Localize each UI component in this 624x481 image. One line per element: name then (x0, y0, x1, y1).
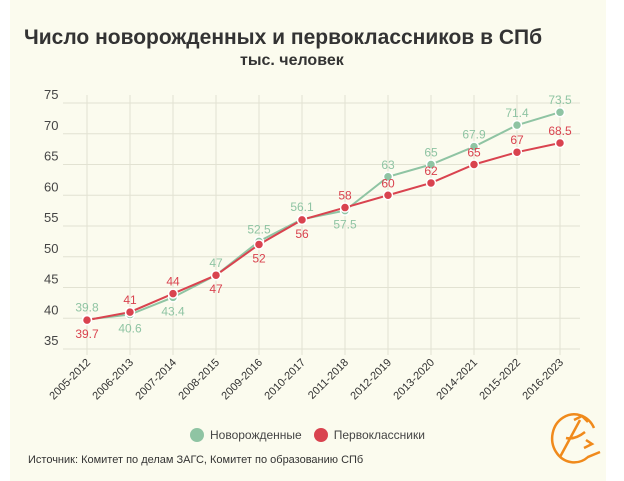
legend-label-newborns: Новорожденные (210, 428, 302, 442)
series-line (86, 141, 561, 322)
x-tick-label: 2008-2015 (176, 357, 222, 403)
x-tick-label: 2007-2014 (133, 357, 179, 403)
data-label: 71.4 (505, 106, 529, 120)
series-line (86, 111, 561, 321)
y-tick-label: 65 (44, 149, 58, 164)
data-label: 67.9 (462, 128, 486, 142)
data-label: 41 (123, 293, 137, 307)
data-point (124, 306, 136, 318)
data-point (210, 269, 222, 281)
data-point (253, 239, 265, 250)
data-label: 44 (166, 275, 180, 289)
x-tick-label: 2013-2020 (391, 357, 437, 403)
legend-label-first-graders: Первоклассники (333, 428, 425, 442)
data-point (468, 159, 480, 170)
data-label: 62 (424, 164, 438, 178)
data-point (382, 190, 394, 201)
data-label: 47 (209, 256, 223, 270)
data-label: 52 (252, 251, 266, 265)
data-label: 65 (424, 146, 438, 160)
data-label: 67 (510, 133, 524, 147)
x-tick-label: 2009-2016 (219, 357, 265, 403)
x-tick-label: 2012-2019 (348, 357, 394, 403)
data-label: 47 (209, 282, 223, 296)
source-note: Источник: Комитет по делам ЗАГС, Комитет… (28, 454, 364, 466)
x-tick-label: 2014-2021 (434, 357, 480, 403)
data-label: 40.6 (118, 322, 142, 336)
data-label: 58 (338, 189, 352, 203)
data-point (511, 119, 523, 131)
y-tick-label: 70 (44, 118, 58, 133)
x-tick-label: 2011-2018 (306, 357, 351, 402)
data-point (554, 137, 566, 149)
data-point (468, 141, 480, 152)
data-label: 39.8 (75, 300, 99, 314)
data-label: 52.5 (247, 222, 271, 236)
chart-subtitle: тыс. человек (240, 52, 344, 69)
data-label: 60 (381, 176, 395, 190)
y-tick-label: 40 (44, 302, 58, 317)
legend-marker-newborns (190, 428, 204, 442)
y-tick-label: 55 (44, 210, 58, 225)
legend-marker-first-graders (313, 428, 328, 442)
data-label: 43.4 (161, 304, 185, 318)
data-point (167, 288, 179, 299)
data-label: 68.5 (548, 124, 572, 138)
data-label: 73.5 (548, 93, 572, 107)
data-label: 57.5 (333, 218, 357, 232)
data-label: 65 (467, 146, 481, 160)
x-tick-label: 2005-2012 (47, 357, 93, 403)
data-point (339, 202, 351, 213)
data-point (511, 146, 523, 158)
data-point (554, 106, 566, 118)
data-point (425, 159, 437, 170)
data-label: 63 (381, 158, 395, 172)
x-tick-label: 2010-2017 (262, 357, 308, 403)
y-tick-label: 60 (44, 179, 58, 194)
y-tick-label: 75 (44, 87, 58, 102)
chart-title: Число новорожденных и первоклассников в … (24, 26, 543, 49)
y-tick-label: 45 (44, 272, 58, 287)
data-label: 56 (295, 227, 309, 241)
x-tick-label: 2015-2022 (477, 357, 523, 403)
data-label: 56.1 (290, 200, 314, 214)
data-label: 39.7 (75, 327, 99, 341)
data-point (425, 177, 437, 189)
data-point (382, 171, 394, 183)
y-tick-label: 35 (44, 333, 58, 348)
y-tick-label: 50 (44, 241, 58, 256)
data-point (81, 314, 93, 326)
legend: Новорожденные Первоклассники (190, 428, 425, 442)
data-point (296, 214, 308, 226)
chart-card (10, 0, 606, 481)
x-tick-label: 2016-2023 (520, 357, 566, 403)
x-tick-label: 2006-2013 (90, 357, 136, 403)
